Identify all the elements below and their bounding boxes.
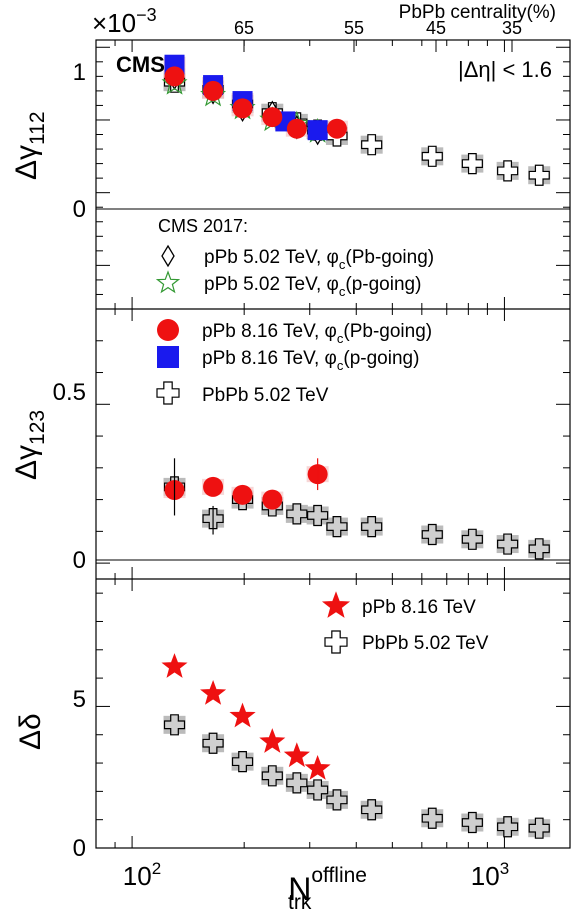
legend-816: [156, 319, 180, 405]
y-multiplier: ×10−3: [92, 5, 157, 38]
cross-marker: [361, 799, 383, 821]
xtick-1000: 103: [471, 859, 509, 891]
axis-ticks: [95, 40, 570, 849]
centrality-tick-labels: 65 55 45 35: [234, 18, 522, 38]
centrality-tick-label: 65: [234, 18, 254, 38]
legend-2017: [155, 244, 181, 294]
cross-marker: [497, 160, 519, 182]
legend-square: [157, 346, 179, 368]
cross-marker: [421, 523, 443, 546]
legend-delta: [321, 591, 351, 654]
cross-marker: [286, 772, 308, 794]
cross-marker: [497, 533, 519, 555]
circle-marker: [232, 98, 253, 119]
square-marker: [307, 120, 328, 141]
legend-pbpb: PbPb 5.02 TeV: [202, 385, 329, 406]
cross-marker: [528, 538, 550, 560]
circle-marker: [203, 80, 224, 101]
star-marker: [321, 591, 351, 618]
centrality-tick-label: 55: [344, 18, 364, 38]
circle-marker: [164, 66, 185, 87]
ytick-bottom-0: 0: [73, 835, 86, 862]
cross-marker: [307, 779, 329, 801]
cross-marker: [528, 817, 550, 839]
legend-2017-pb-going: pPb 5.02 TeV, φc(Pb-going): [204, 247, 434, 272]
cross-marker: [231, 751, 254, 773]
ytick-top-0: 0: [73, 196, 86, 223]
star-marker: [200, 679, 227, 705]
cross-marker: [461, 811, 483, 834]
cross-marker: [361, 515, 383, 538]
ytick-middle-0: 0: [73, 547, 86, 574]
star-marker: [155, 270, 181, 294]
circle-marker: [262, 107, 283, 128]
star-marker: [229, 702, 256, 728]
ylabel-bottom: Δδ: [14, 713, 47, 750]
ytick-middle-0p5: 0.5: [53, 379, 86, 406]
star-marker: [161, 653, 188, 678]
cross-marker: [421, 807, 443, 829]
experiment-label: CMS: [116, 52, 165, 77]
ytick-top-1: 1: [73, 59, 86, 86]
ytick-bottom-5: 5: [73, 686, 86, 713]
centrality-tick-label: 35: [502, 18, 522, 38]
centrality-tick-label: 45: [426, 18, 446, 38]
legend-delta-pbpb: PbPb 5.02 TeV: [362, 633, 489, 654]
cross-marker: [324, 630, 348, 654]
cross-marker: [326, 789, 348, 811]
ylabel-middle: Δγ123: [10, 410, 49, 480]
star-marker: [304, 754, 331, 780]
svg-text:Δγ112: Δγ112: [10, 111, 49, 180]
data-markers: [161, 54, 550, 839]
cross-marker: [361, 134, 383, 156]
cross-marker: [497, 816, 519, 838]
svg-text:Δγ123: Δγ123: [10, 410, 49, 480]
cross-marker: [528, 164, 550, 186]
cross-marker: [163, 714, 186, 736]
eta-cut-label: |Δη| < 1.6: [458, 57, 552, 82]
systematic-boxes: [163, 56, 551, 838]
cross-marker: [261, 765, 283, 787]
xtick-100: 102: [123, 859, 161, 891]
legend-delta-ppb: pPb 8.16 TeV: [362, 597, 476, 618]
legend-816-p-going: pPb 8.16 TeV, φc(p-going): [202, 348, 419, 373]
plot-frame: [95, 39, 571, 849]
circle-marker: [262, 489, 283, 510]
legend-816-pb-going: pPb 8.16 TeV, φc(Pb-going): [202, 321, 432, 346]
circle-marker: [232, 484, 253, 505]
cross-marker: [286, 503, 308, 525]
circle-marker: [286, 118, 307, 139]
cross-marker: [461, 152, 483, 175]
centrality-axis-title: PbPb centrality(%): [399, 2, 556, 23]
svg-text:Δδ: Δδ: [14, 713, 47, 750]
circle-marker: [326, 118, 347, 139]
x-axis-title: Noffline trk: [288, 864, 367, 913]
legend-2017-title: CMS 2017:: [158, 216, 248, 236]
legend-circle: [157, 319, 179, 341]
star-marker: [283, 742, 310, 768]
star-marker: [259, 728, 286, 753]
cross-marker: [307, 504, 329, 527]
cross-marker: [156, 381, 180, 405]
ylabel-top: Δγ112: [10, 111, 49, 180]
circle-marker: [203, 476, 224, 497]
cross-marker: [326, 515, 348, 538]
cross-marker: [202, 732, 224, 754]
diamond-marker: [161, 244, 175, 268]
cross-marker: [461, 528, 483, 550]
cross-marker: [421, 145, 443, 167]
legend-2017-p-going: pPb 5.02 TeV, φc(p-going): [204, 274, 421, 299]
